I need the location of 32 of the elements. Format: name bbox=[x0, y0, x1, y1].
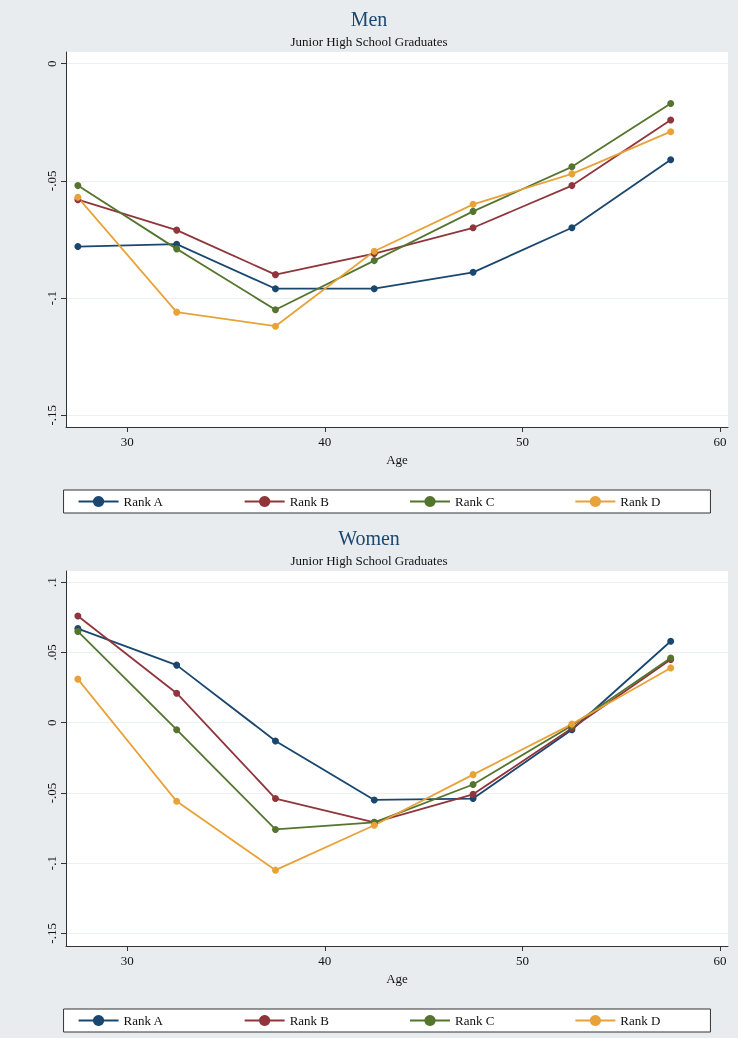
y-tick-label: -.1 bbox=[44, 856, 59, 871]
y-tick-label: 0 bbox=[44, 719, 59, 726]
x-tick-label: 30 bbox=[120, 953, 134, 968]
y-tick-label: 0 bbox=[44, 60, 59, 67]
x-tick-label: 60 bbox=[713, 953, 727, 968]
legend-label: Rank B bbox=[289, 494, 330, 509]
y-tick-label: .1 bbox=[44, 577, 59, 588]
legend-label: Rank B bbox=[289, 1013, 330, 1028]
legend-label: Rank A bbox=[123, 1013, 164, 1028]
legend-label: Rank C bbox=[455, 1013, 495, 1028]
y-tick-label: -.05 bbox=[44, 782, 59, 804]
y-tick-label: -.15 bbox=[44, 923, 59, 944]
x-axis-title: Age bbox=[386, 451, 409, 467]
legend-label: Rank D bbox=[620, 1013, 661, 1028]
y-tick-label: -.1 bbox=[44, 291, 59, 306]
x-tick-label: 50 bbox=[515, 434, 529, 449]
x-tick-label: 60 bbox=[713, 434, 727, 449]
y-tick-label: .05 bbox=[44, 644, 59, 661]
chart-subtitle: Junior High School Graduates bbox=[290, 553, 448, 568]
y-tick-label: -.05 bbox=[44, 170, 59, 192]
chart-title: Women bbox=[338, 527, 400, 549]
x-axis-title: Age bbox=[386, 970, 409, 986]
x-tick-label: 40 bbox=[318, 434, 332, 449]
legend-label: Rank C bbox=[455, 494, 495, 509]
y-tick-label: -.15 bbox=[44, 404, 59, 426]
x-tick-label: 50 bbox=[515, 953, 529, 968]
x-tick-label: 30 bbox=[120, 434, 134, 449]
legend-label: Rank D bbox=[620, 494, 661, 509]
legend-label: Rank A bbox=[123, 494, 164, 509]
chart-title: Men bbox=[350, 8, 388, 30]
chart-subtitle: Junior High School Graduates bbox=[290, 34, 448, 49]
x-tick-label: 40 bbox=[318, 953, 332, 968]
